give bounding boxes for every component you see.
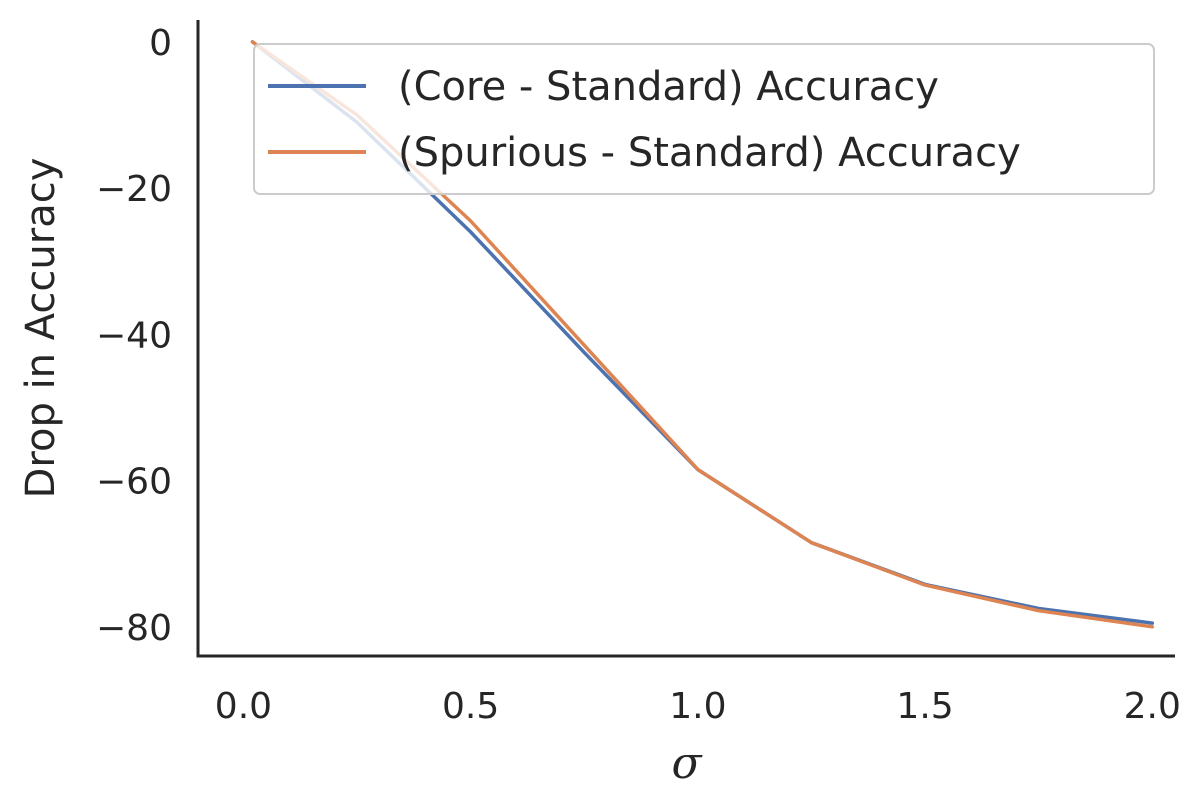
x-tick-label: 2.0	[1124, 686, 1181, 727]
y-axis-title: Drop in Accuracy	[18, 158, 64, 499]
x-tick-label: 1.0	[669, 686, 726, 727]
y-tick-label: −40	[96, 315, 172, 356]
x-axis-title: σ	[671, 738, 703, 789]
y-tick-label: 0	[149, 23, 172, 64]
x-tick-label: 0.5	[442, 686, 499, 727]
legend: (Core - Standard) Accuracy (Spurious - S…	[253, 43, 1155, 195]
y-tick-label: −80	[96, 608, 172, 649]
legend-frame	[253, 43, 1155, 195]
x-tick-label: 0.0	[215, 686, 272, 727]
y-tick-label: −20	[96, 169, 172, 210]
y-tick-label: −60	[96, 462, 172, 503]
legend-label-core: (Core - Standard) Accuracy	[398, 64, 939, 110]
legend-label-spurious: (Spurious - Standard) Accuracy	[398, 130, 1021, 176]
tick-labels: 0.0 0.5 1.0 1.5 2.0 0 −20 −40 −60 −80	[96, 23, 1181, 727]
axes	[196, 20, 1175, 658]
x-tick-label: 1.5	[896, 686, 953, 727]
